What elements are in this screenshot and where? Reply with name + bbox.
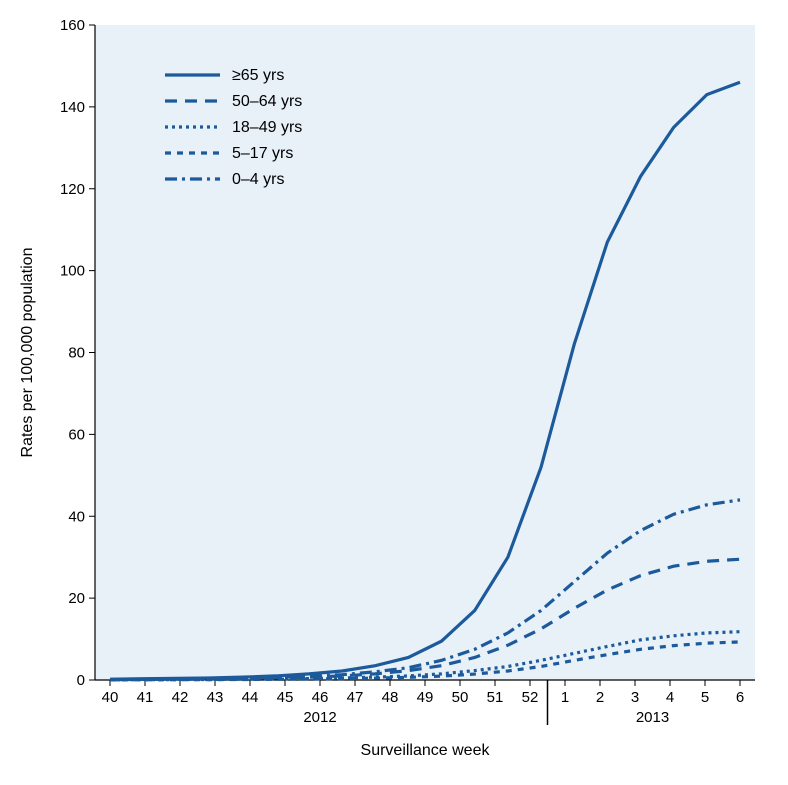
x-year-label: 2012 [303, 709, 336, 726]
x-tick-label: 40 [102, 689, 119, 706]
legend-label: ≥65 yrs [232, 67, 284, 84]
x-tick-label: 42 [172, 689, 189, 706]
x-tick-label: 46 [312, 689, 329, 706]
y-tick-label: 160 [60, 17, 85, 34]
y-tick-label: 80 [68, 345, 85, 362]
legend-label: 50–64 yrs [232, 93, 302, 110]
y-tick-label: 60 [68, 426, 85, 443]
legend-label: 0–4 yrs [232, 171, 284, 188]
legend-label: 5–17 yrs [232, 145, 293, 162]
x-axis-label: Surveillance week [361, 742, 491, 759]
plot-background [95, 25, 755, 680]
x-tick-label: 51 [487, 689, 504, 706]
x-tick-label: 5 [701, 689, 709, 706]
line-chart: 0204060801001201401604041424344454647484… [0, 0, 788, 785]
x-tick-label: 52 [522, 689, 539, 706]
y-tick-label: 20 [68, 590, 85, 607]
y-tick-label: 0 [77, 672, 85, 689]
x-tick-label: 4 [666, 689, 674, 706]
x-tick-label: 6 [736, 689, 744, 706]
x-tick-label: 44 [242, 689, 259, 706]
x-tick-label: 3 [631, 689, 639, 706]
x-tick-label: 43 [207, 689, 224, 706]
x-tick-label: 41 [137, 689, 154, 706]
x-tick-label: 2 [596, 689, 604, 706]
x-year-label: 2013 [636, 709, 669, 726]
y-tick-label: 40 [68, 508, 85, 525]
x-tick-label: 50 [452, 689, 469, 706]
legend-label: 18–49 yrs [232, 119, 302, 136]
x-tick-label: 45 [277, 689, 294, 706]
x-tick-label: 48 [382, 689, 399, 706]
y-tick-label: 140 [60, 99, 85, 116]
y-tick-label: 120 [60, 181, 85, 198]
chart-svg: 0204060801001201401604041424344454647484… [0, 0, 788, 785]
y-axis-label: Rates per 100,000 population [19, 248, 36, 458]
x-tick-label: 47 [347, 689, 364, 706]
x-tick-label: 1 [561, 689, 569, 706]
y-tick-label: 100 [60, 263, 85, 280]
x-tick-label: 49 [417, 689, 434, 706]
